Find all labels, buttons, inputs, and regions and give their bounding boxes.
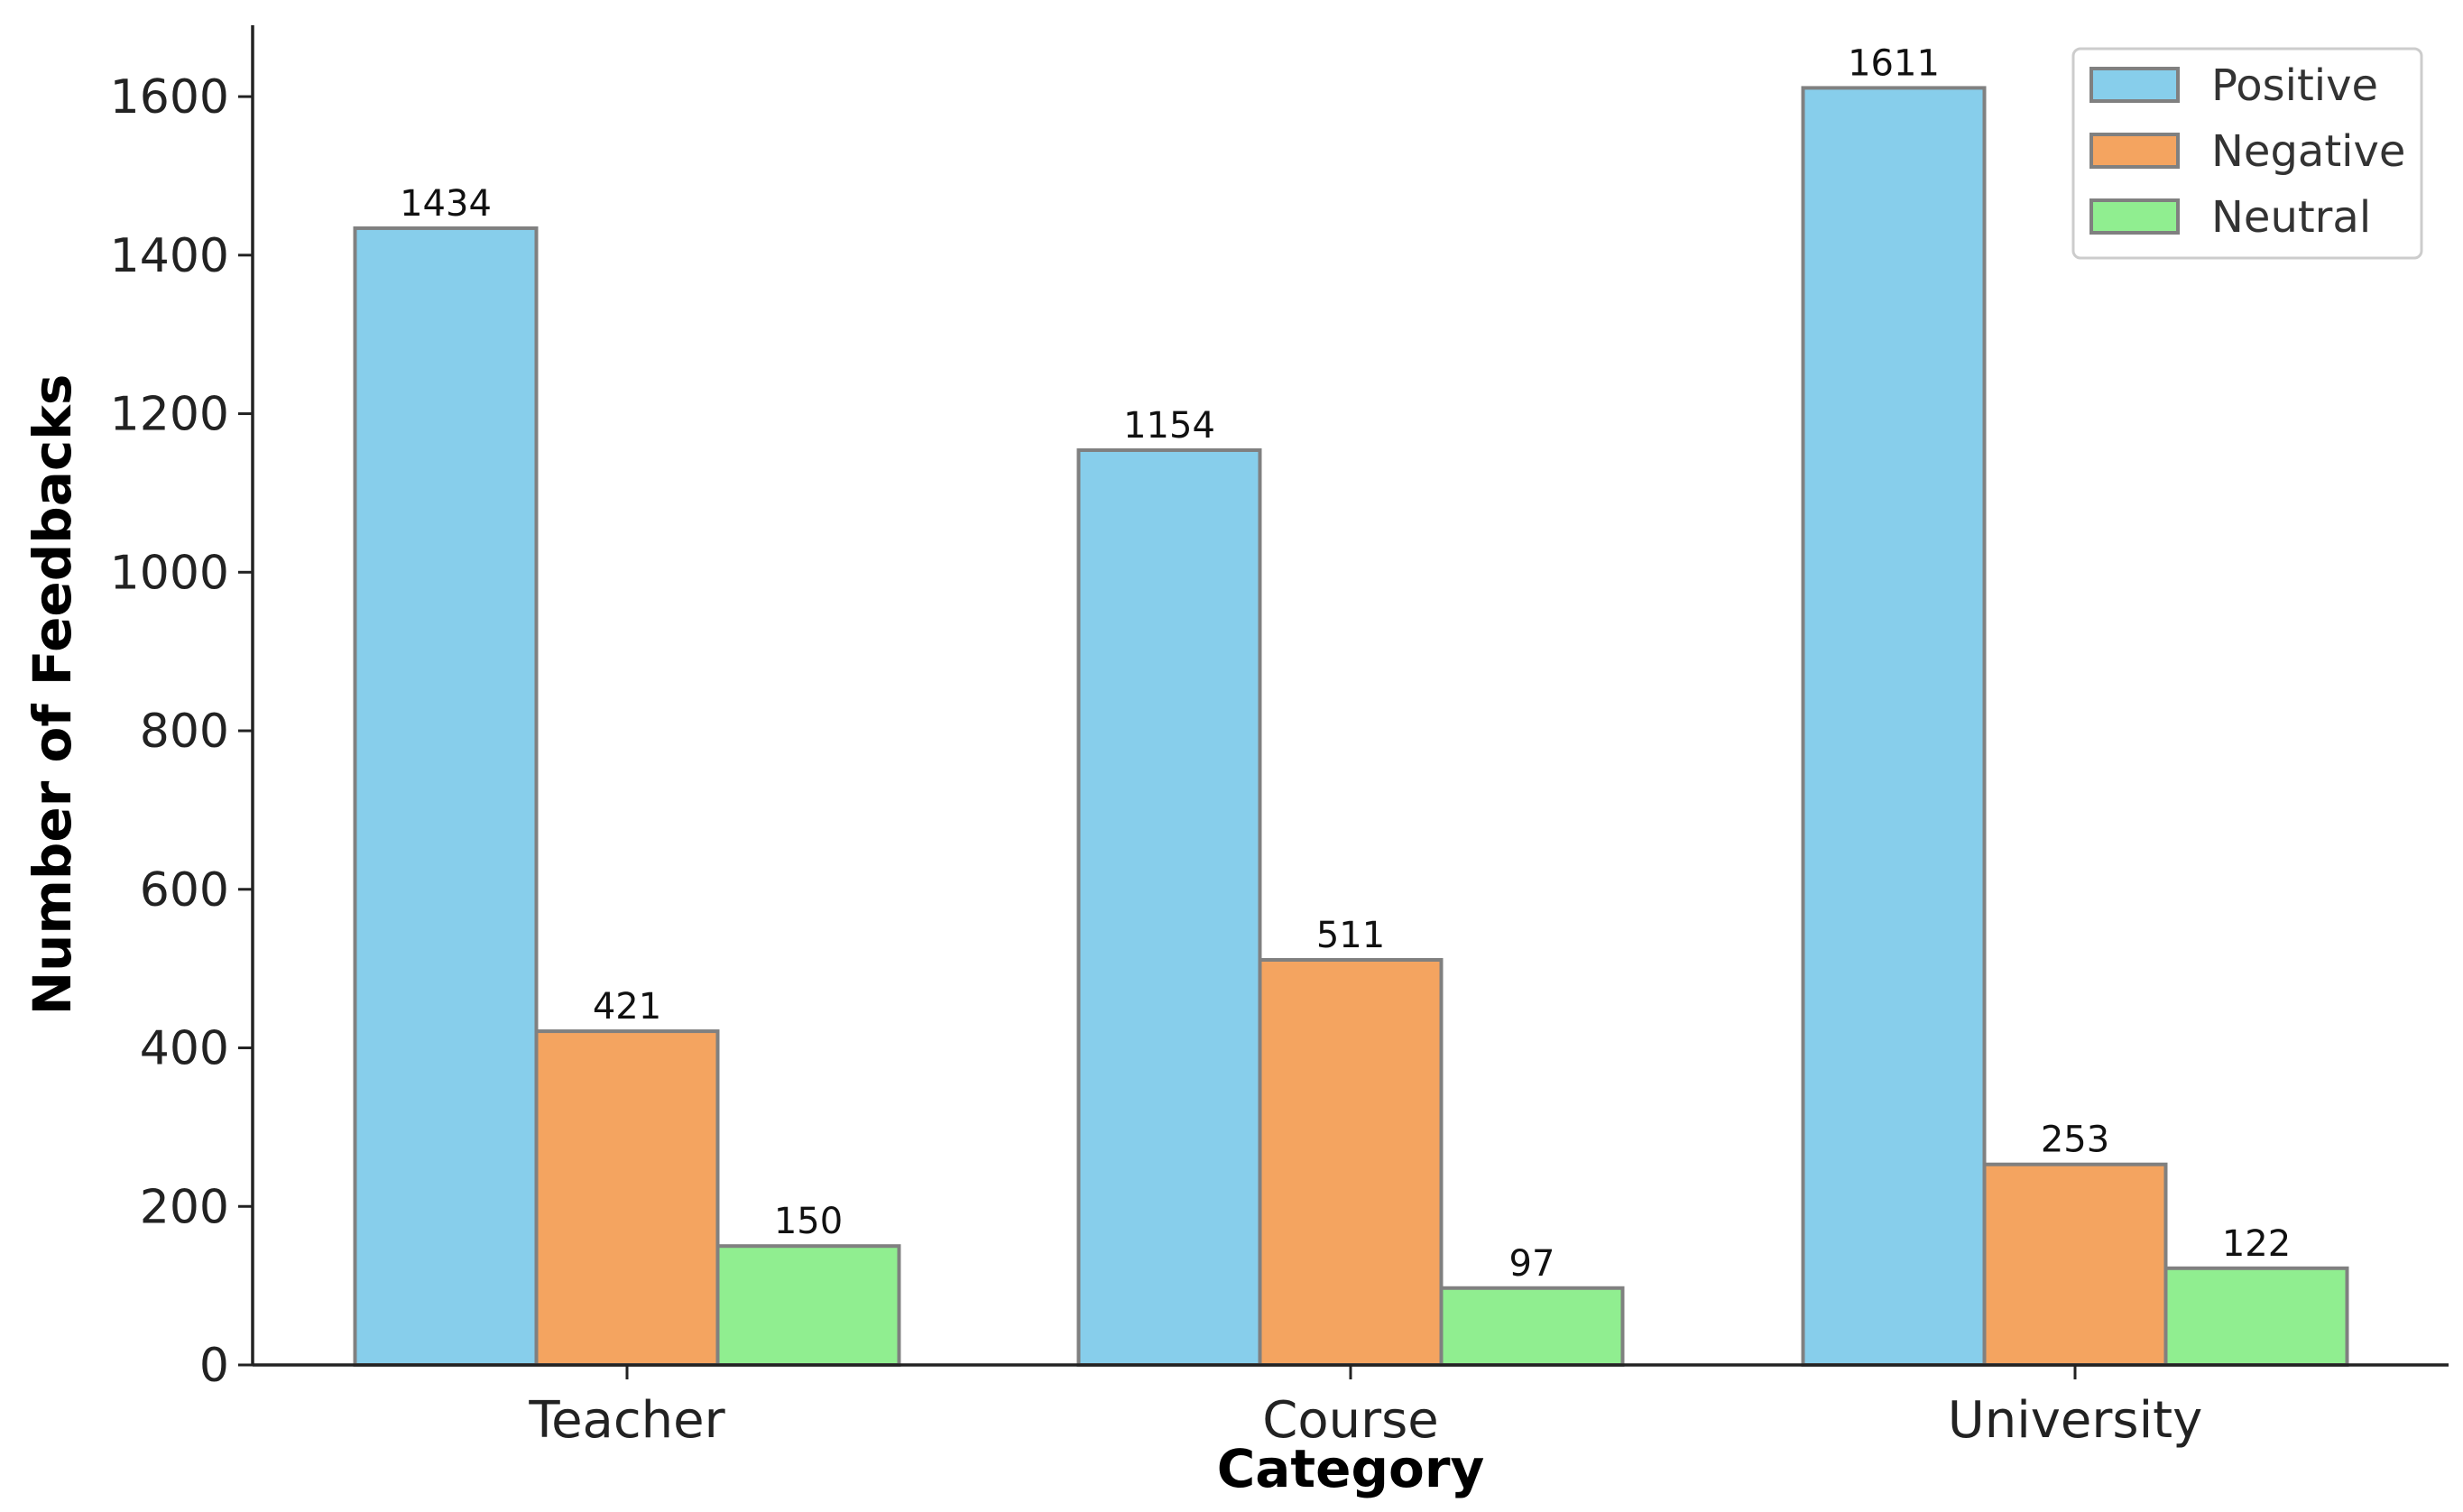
- bar-label-neutral-university: 122: [2222, 1223, 2291, 1265]
- y-tick-label-1000: 1000: [110, 546, 229, 600]
- x-tick-label-university: University: [1948, 1391, 2203, 1450]
- bars-layer: [353, 86, 2349, 1368]
- x-axis-ticks: Teacher Course University: [528, 1365, 2202, 1450]
- bar-negative-university: [1982, 1162, 2168, 1367]
- x-tick-label-course: Course: [1262, 1391, 1439, 1450]
- x-axis-title: Category: [1217, 1438, 1485, 1499]
- bar-negative-teacher: [534, 1029, 720, 1367]
- legend: Positive Negative Neutral: [2071, 47, 2423, 260]
- y-tick-label-400: 400: [140, 1022, 229, 1076]
- bar-label-positive-teacher: 1434: [400, 183, 492, 225]
- legend-label-negative: Negative: [2211, 126, 2405, 177]
- x-tick-label-teacher: Teacher: [528, 1391, 725, 1450]
- bar-label-neutral-teacher: 150: [774, 1201, 843, 1242]
- y-tick-label-0: 0: [199, 1339, 229, 1393]
- y-tick-label-600: 600: [140, 863, 229, 917]
- bar-positive-course: [1076, 447, 1262, 1367]
- y-tick-label-800: 800: [140, 705, 229, 759]
- y-axis-title: Number of Feedbacks: [22, 374, 83, 1016]
- bar-value-labels: 1434 421 150 1154 511 97 1611 253 122: [400, 42, 2291, 1284]
- bar-neutral-university: [2163, 1266, 2349, 1368]
- legend-swatch-positive: [2089, 67, 2180, 103]
- bar-label-negative-university: 253: [2041, 1120, 2109, 1161]
- bar-negative-course: [1258, 957, 1444, 1368]
- bar-label-neutral-course: 97: [1509, 1243, 1555, 1285]
- bar-label-positive-university: 1611: [1848, 42, 1940, 84]
- legend-label-positive: Positive: [2211, 60, 2378, 111]
- y-tick-label-1200: 1200: [110, 388, 229, 442]
- bar-label-positive-course: 1154: [1123, 405, 1215, 447]
- bar-neutral-course: [1439, 1286, 1625, 1367]
- bar-label-negative-course: 511: [1316, 915, 1385, 956]
- y-tick-label-1600: 1600: [110, 70, 229, 124]
- bar-label-negative-teacher: 421: [593, 986, 661, 1028]
- legend-swatch-neutral: [2089, 198, 2180, 235]
- bar-neutral-teacher: [715, 1244, 901, 1368]
- y-axis-ticks: 0 200 400 600 800 1000 1200 1400 1600: [110, 70, 253, 1393]
- legend-label-neutral: Neutral: [2211, 192, 2371, 243]
- y-tick-label-1400: 1400: [110, 229, 229, 283]
- legend-swatch-negative: [2089, 133, 2180, 169]
- bar-positive-teacher: [353, 226, 539, 1367]
- bar-positive-university: [1801, 86, 1987, 1368]
- y-tick-label-200: 200: [140, 1180, 229, 1234]
